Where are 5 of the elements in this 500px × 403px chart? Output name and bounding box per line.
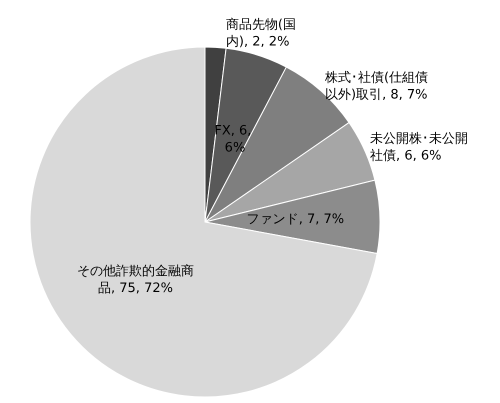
- slice-label: ファンド, 7, 7%: [246, 212, 344, 227]
- slice-label: 未公開株･未公開社債, 6, 6%: [370, 132, 468, 164]
- slice-label: 株式･社債(仕組債以外)取引, 8, 7%: [324, 70, 428, 103]
- slice-label: 商品先物(国内), 2, 2%: [226, 17, 296, 50]
- slice-label: その他詐欺的金融商品, 75, 72%: [76, 264, 194, 296]
